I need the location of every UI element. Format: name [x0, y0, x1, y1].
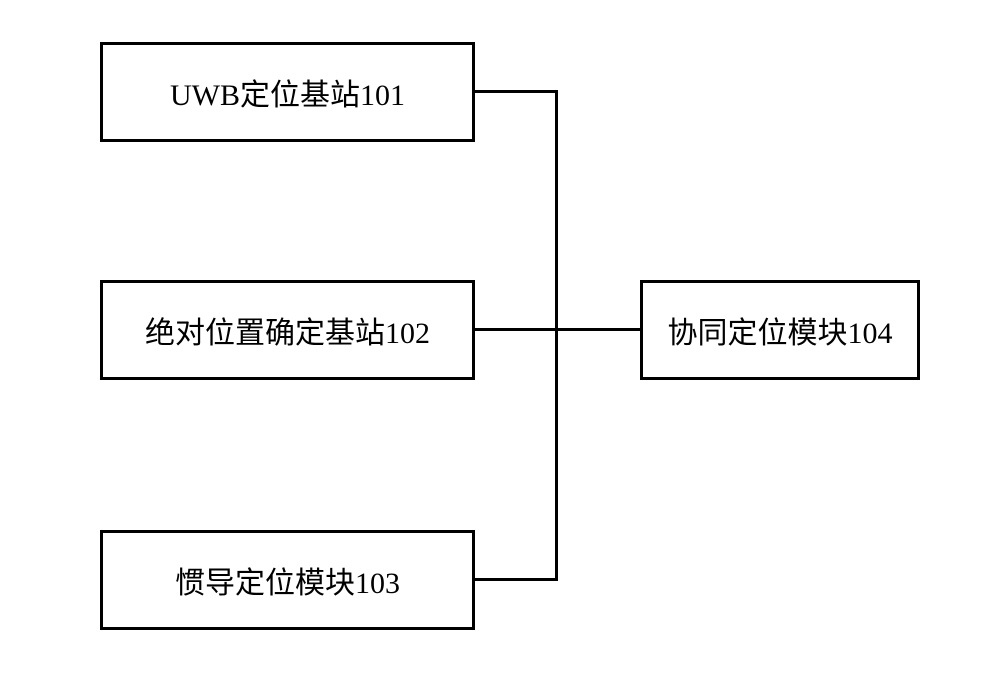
diagram-canvas: UWB定位基站101 绝对位置确定基站102 惯导定位模块103 协同定位模块1…: [0, 0, 1000, 693]
node-label: 协同定位模块104: [668, 308, 893, 352]
node-inertial-nav-module: 惯导定位模块103: [100, 530, 475, 630]
node-label: 绝对位置确定基站102: [145, 308, 430, 352]
node-absolute-position-station: 绝对位置确定基站102: [100, 280, 475, 380]
edge-segment: [555, 328, 640, 331]
node-collaborative-positioning-module: 协同定位模块104: [640, 280, 920, 380]
edge-segment: [475, 578, 558, 581]
node-label: UWB定位基站101: [170, 70, 405, 114]
edge-segment: [475, 90, 558, 93]
node-label: 惯导定位模块103: [175, 558, 400, 602]
edge-segment: [475, 328, 558, 331]
edge-trunk: [555, 90, 558, 581]
node-uwb-base-station: UWB定位基站101: [100, 42, 475, 142]
